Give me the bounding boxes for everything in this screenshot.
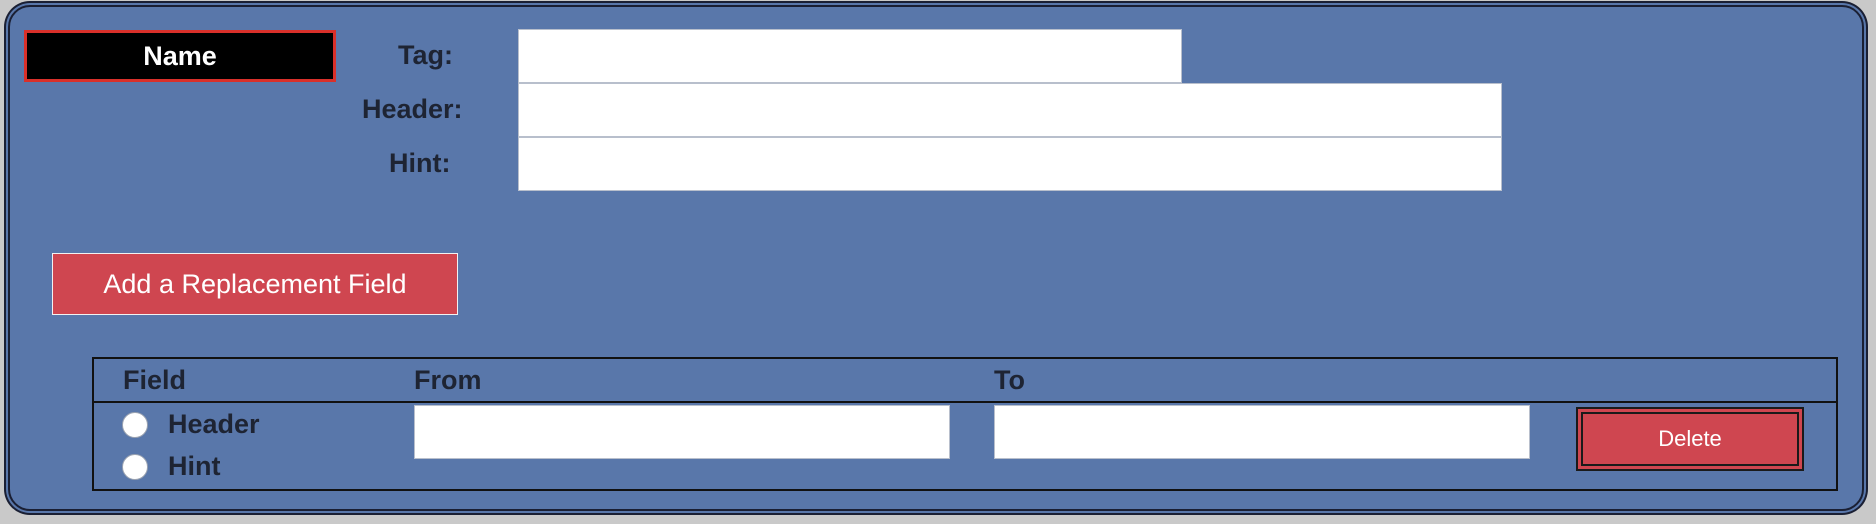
radio-button-icon[interactable] bbox=[122, 411, 148, 438]
radio-option-hint[interactable]: Hint bbox=[122, 453, 220, 480]
radio-option-hint-label: Hint bbox=[168, 451, 221, 481]
tag-input[interactable] bbox=[518, 29, 1182, 83]
add-replacement-field-label: Add a Replacement Field bbox=[103, 268, 407, 299]
column-header-field: Field bbox=[123, 365, 187, 395]
name-box: Name bbox=[24, 30, 336, 82]
add-replacement-field-button[interactable]: Add a Replacement Field bbox=[52, 253, 458, 315]
replacement-editor-panel: Name Tag: Header: Hint: Add a Replacemen… bbox=[8, 5, 1864, 511]
to-input[interactable] bbox=[994, 405, 1530, 459]
hint-label: Hint: bbox=[389, 148, 451, 178]
delete-button-inner: Delete bbox=[1581, 412, 1799, 466]
header-input[interactable] bbox=[518, 83, 1502, 137]
delete-button[interactable]: Delete bbox=[1576, 407, 1804, 471]
name-box-label: Name bbox=[143, 40, 217, 71]
table-header-divider bbox=[94, 401, 1836, 403]
tag-label: Tag: bbox=[398, 40, 453, 70]
column-header-from: From bbox=[414, 365, 482, 395]
replacement-table: Field From To Header Hint bbox=[92, 357, 1838, 491]
hint-input[interactable] bbox=[518, 137, 1502, 191]
delete-button-label: Delete bbox=[1658, 426, 1722, 451]
header-label: Header: bbox=[362, 94, 463, 124]
from-input[interactable] bbox=[414, 405, 950, 459]
radio-option-header-label: Header bbox=[168, 409, 260, 439]
column-header-to: To bbox=[994, 365, 1025, 395]
radio-button-icon[interactable] bbox=[122, 453, 148, 480]
radio-option-header[interactable]: Header bbox=[122, 411, 260, 438]
